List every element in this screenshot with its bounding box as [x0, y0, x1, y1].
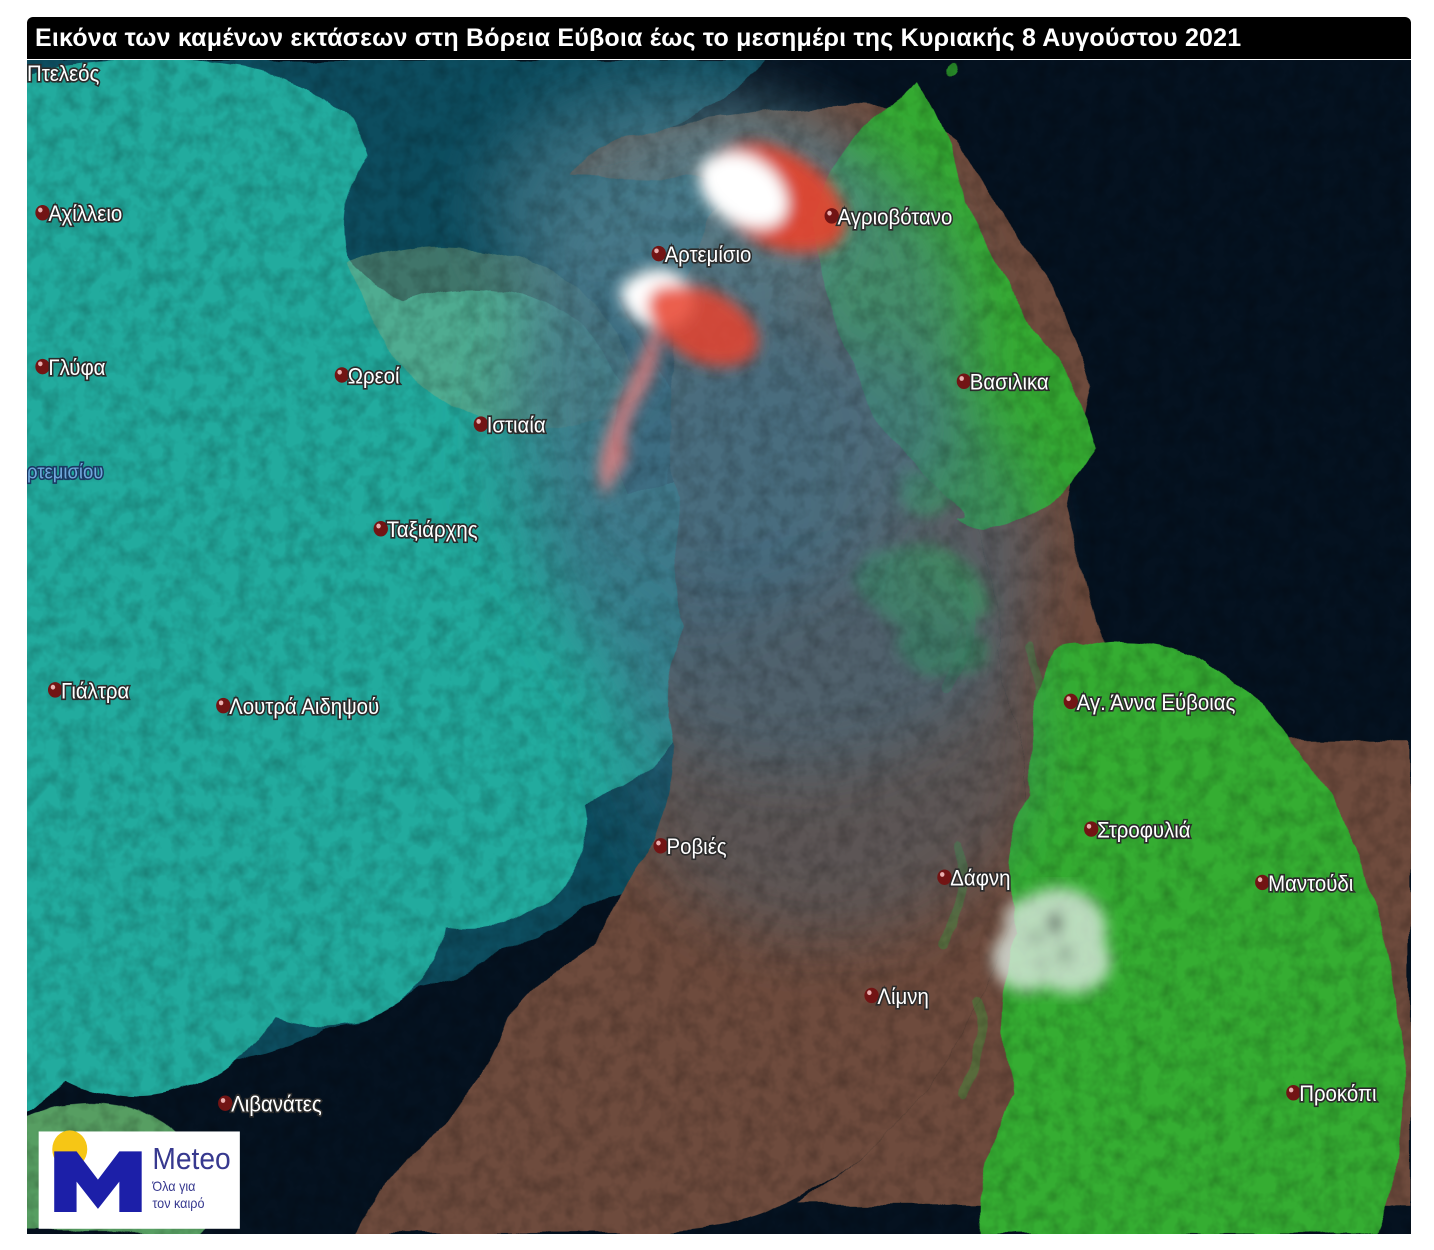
svg-text:Αγ. Άννα Εύβοιας: Αγ. Άννα Εύβοιας [1077, 691, 1236, 715]
svg-text:Ωρεοί: Ωρεοί [348, 365, 400, 389]
svg-text:Λουτρά Αιδηψού: Λουτρά Αιδηψού [229, 695, 379, 719]
svg-text:Πτελεός: Πτελεός [27, 62, 99, 86]
svg-text:Ροβιές: Ροβιές [667, 836, 727, 860]
svg-text:Meteo: Meteo [152, 1142, 230, 1176]
svg-text:Δάφνη: Δάφνη [950, 867, 1010, 891]
svg-text:Γλύφα: Γλύφα [48, 356, 105, 380]
svg-text:Αχίλλειο: Αχίλλειο [48, 202, 122, 226]
svg-text:Βασιλικα: Βασιλικα [970, 371, 1049, 395]
svg-text:Αρτεμίσιο: Αρτεμίσιο [665, 243, 752, 267]
svg-text:Ταξιάρχης: Ταξιάρχης [387, 518, 478, 542]
svg-text:ρτεμισίου: ρτεμισίου [27, 462, 103, 484]
svg-text:Λιβανάτες: Λιβανάτες [231, 1093, 322, 1117]
svg-text:Μαντούδι: Μαντούδι [1268, 872, 1353, 896]
svg-text:Γιάλτρα: Γιάλτρα [61, 680, 129, 704]
svg-text:Ιστιαία: Ιστιαία [487, 414, 546, 438]
svg-text:Όλα για: Όλα για [151, 1179, 195, 1195]
svg-text:Προκόπι: Προκόπι [1299, 1082, 1377, 1106]
svg-text:τον καιρό: τον καιρό [152, 1195, 204, 1211]
svg-text:Αγριοβότανο: Αγριοβότανο [838, 206, 953, 230]
svg-text:Λίμνη: Λίμνη [877, 985, 928, 1009]
svg-text:Στροφυλιά: Στροφυλιά [1097, 819, 1191, 843]
